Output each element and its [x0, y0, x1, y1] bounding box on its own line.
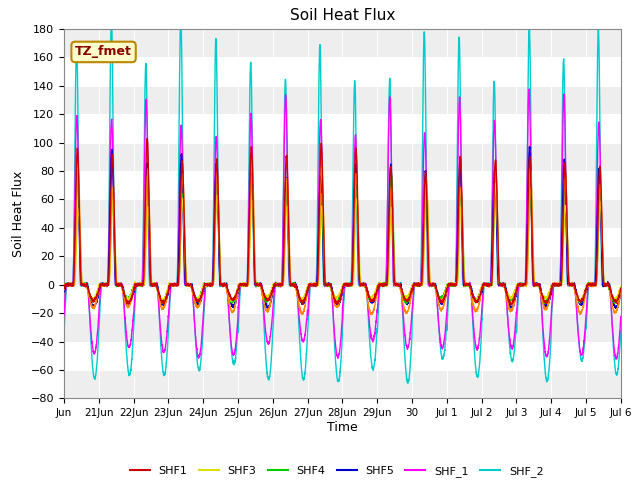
SHF3 [496, 281, 504, 287]
SHF_2 [60, 329, 68, 335]
SHF4 [496, 282, 504, 288]
SHF2 [432, 287, 440, 292]
SHF5 [60, 288, 68, 294]
SHF1 [472, 299, 479, 305]
SHF5 [472, 297, 479, 303]
SHF5 [265, 306, 273, 312]
SHF4 [156, 297, 164, 303]
SHF_1 [617, 313, 625, 319]
Bar [64, 256, 621, 285]
Text: TZ_fmet: TZ_fmet [75, 46, 132, 59]
Bar [64, 313, 621, 342]
SHF2 [420, 218, 428, 224]
SHF_1 [431, 283, 439, 288]
SHF_2 [404, 380, 412, 386]
SHF_2 [617, 328, 625, 334]
SHF3 [492, 180, 499, 186]
SHF_1 [496, 283, 504, 288]
SHF1 [143, 135, 151, 141]
SHF_2 [177, 13, 184, 19]
SHF_1 [156, 318, 164, 324]
SHF4 [488, 282, 496, 288]
SHF5 [420, 192, 428, 198]
SHF_2 [420, 30, 428, 36]
SHF_1 [60, 312, 68, 318]
SHF3 [472, 299, 479, 305]
SHF5 [156, 293, 164, 299]
SHF5 [617, 290, 625, 296]
SHF3 [576, 300, 584, 306]
Bar [64, 29, 621, 57]
SHF_1 [525, 86, 533, 92]
Bar [64, 199, 621, 228]
Bar [64, 370, 621, 398]
SHF3 [156, 293, 164, 299]
SHF_1 [472, 342, 479, 348]
SHF_2 [488, 203, 496, 208]
SHF4 [617, 285, 625, 291]
SHF4 [420, 219, 428, 225]
SHF2 [488, 277, 496, 283]
SHF2 [472, 308, 479, 313]
SHF4 [472, 295, 479, 301]
Line: SHF3: SHF3 [64, 183, 621, 303]
SHF4 [60, 285, 68, 291]
X-axis label: Time: Time [327, 421, 358, 434]
SHF2 [497, 282, 504, 288]
Legend: SHF1, SHF2, SHF3, SHF4, SHF5, SHF_1, SHF_2: SHF1, SHF2, SHF3, SHF4, SHF5, SHF_1, SHF… [125, 462, 548, 480]
Title: Soil Heat Flux: Soil Heat Flux [290, 9, 395, 24]
SHF_2 [156, 325, 164, 331]
Line: SHF2: SHF2 [64, 162, 621, 314]
SHF_1 [420, 136, 428, 142]
SHF2 [156, 299, 164, 305]
SHF_2 [432, 281, 440, 287]
Y-axis label: Soil Heat Flux: Soil Heat Flux [12, 170, 25, 257]
SHF1 [617, 286, 625, 291]
SHF4 [541, 301, 549, 307]
Line: SHF_2: SHF_2 [64, 16, 621, 383]
SHF1 [488, 278, 496, 284]
SHF2 [298, 312, 306, 317]
SHF2 [60, 287, 68, 293]
SHF1 [507, 302, 515, 308]
SHF3 [431, 285, 439, 291]
SHF_1 [488, 243, 495, 249]
Bar [64, 143, 621, 171]
SHF5 [525, 144, 533, 149]
SHF_2 [472, 366, 479, 372]
SHF1 [420, 193, 428, 199]
SHF1 [156, 294, 164, 300]
SHF3 [420, 241, 428, 247]
SHF3 [617, 284, 625, 290]
Line: SHF5: SHF5 [64, 146, 621, 309]
Line: SHF_1: SHF_1 [64, 89, 621, 359]
SHF_2 [497, 281, 504, 287]
Line: SHF4: SHF4 [64, 175, 621, 304]
SHF3 [488, 281, 495, 287]
SHF2 [617, 288, 625, 294]
Line: SHF1: SHF1 [64, 138, 621, 305]
SHF3 [60, 284, 68, 290]
SHF5 [488, 260, 496, 266]
SHF5 [431, 283, 439, 288]
SHF4 [431, 284, 439, 290]
SHF5 [496, 282, 504, 288]
SHF2 [248, 159, 255, 165]
SHF1 [431, 284, 439, 290]
Bar [64, 85, 621, 114]
SHF1 [496, 280, 504, 286]
SHF_1 [612, 356, 620, 362]
SHF1 [60, 285, 68, 290]
SHF4 [387, 172, 395, 178]
